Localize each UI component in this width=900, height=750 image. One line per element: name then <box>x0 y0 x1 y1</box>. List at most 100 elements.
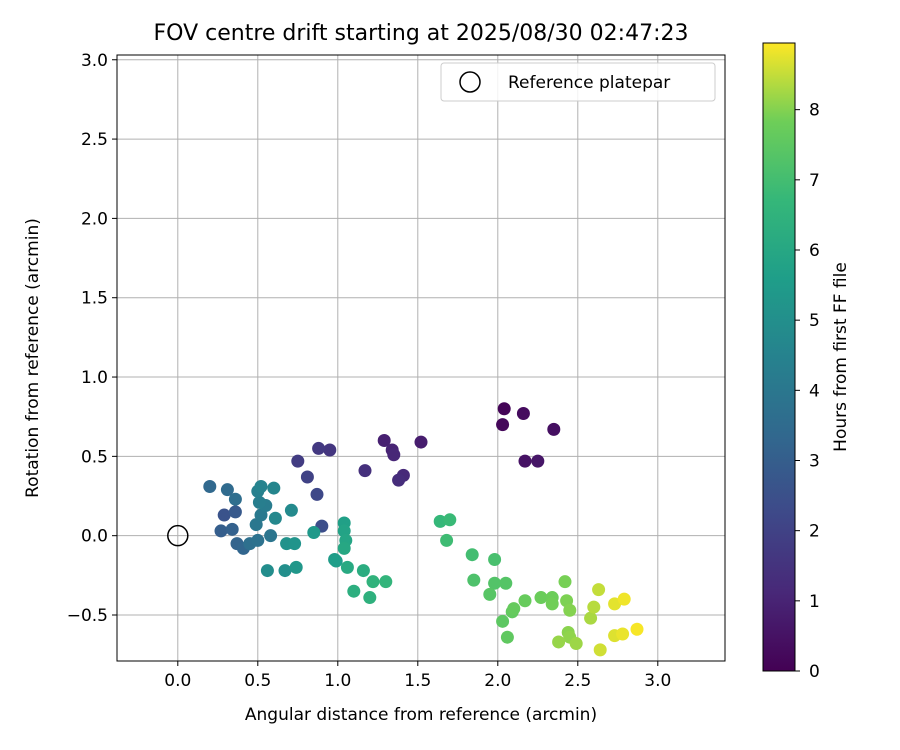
legend: Reference platepar <box>440 62 716 102</box>
data-point <box>496 418 510 432</box>
data-point <box>547 422 561 436</box>
y-tick-label: −0.5 <box>67 606 108 626</box>
data-point <box>347 584 361 598</box>
reference-marker <box>167 524 189 547</box>
plot-area <box>117 55 725 661</box>
data-point <box>377 433 391 447</box>
y-tick-label: 0.5 <box>81 447 108 467</box>
data-point <box>288 537 302 551</box>
legend-frame <box>440 62 716 102</box>
data-point <box>587 600 601 614</box>
y-tick-label: 0.0 <box>81 527 108 547</box>
data-point <box>433 514 447 528</box>
data-point <box>214 524 228 538</box>
x-tick-label: 0.5 <box>244 671 271 691</box>
reference-point <box>167 524 189 547</box>
x-tick-label: 1.0 <box>324 671 351 691</box>
data-point <box>593 643 607 657</box>
y-tick-label: 1.0 <box>81 368 108 388</box>
colorbar-ticks: 0 1 2 3 4 5 6 7 8 <box>795 101 820 682</box>
data-point <box>387 448 401 462</box>
data-point <box>563 603 577 617</box>
data-point <box>254 479 268 493</box>
data-point <box>268 511 282 525</box>
colorbar-tick-label: 7 <box>809 171 820 191</box>
colorbar-tick-label: 3 <box>809 451 820 471</box>
colorbar-tick-label: 2 <box>809 522 820 542</box>
y-tick-label: 3.0 <box>81 51 108 71</box>
data-point <box>291 454 305 468</box>
data-point <box>531 454 545 468</box>
data-point <box>323 443 337 457</box>
x-tick-label: 3.0 <box>644 671 671 691</box>
data-point <box>518 594 532 608</box>
y-axis-ticks: −0.5 0.0 0.5 1.0 1.5 2.0 2.5 3.0 <box>67 51 117 626</box>
data-point <box>440 533 454 547</box>
x-axis-ticks: 0.0 0.5 1.0 1.5 2.0 2.5 3.0 <box>164 661 671 691</box>
colorbar-tick-label: 6 <box>809 241 820 261</box>
y-tick-label: 1.5 <box>81 289 108 309</box>
x-tick-label: 1.5 <box>404 671 431 691</box>
data-point <box>228 505 242 519</box>
data-point <box>558 575 572 589</box>
data-point <box>307 526 321 540</box>
data-point <box>264 529 278 543</box>
data-point <box>284 503 298 517</box>
legend-reference-marker <box>459 71 481 93</box>
data-point <box>217 508 231 522</box>
colorbar-tick-label: 1 <box>809 592 820 612</box>
data-point <box>465 548 479 562</box>
data-point <box>584 611 598 625</box>
colorbar-tick-label: 8 <box>809 101 820 121</box>
data-point <box>443 513 457 527</box>
data-point <box>366 575 380 589</box>
data-point <box>337 541 351 555</box>
data-point <box>488 576 502 590</box>
x-tick-label: 2.0 <box>484 671 511 691</box>
data-point <box>392 473 406 487</box>
data-point <box>499 576 513 590</box>
data-point <box>203 479 217 493</box>
data-point <box>488 552 502 566</box>
data-point <box>289 560 303 574</box>
data-point <box>516 407 530 421</box>
data-point <box>608 597 622 611</box>
data-point <box>518 454 532 468</box>
colorbar-label: Hours from first FF file <box>831 262 851 452</box>
data-point <box>312 441 326 455</box>
data-point <box>507 602 521 616</box>
data-point <box>356 564 370 578</box>
colorbar <box>762 42 796 672</box>
data-point <box>220 483 234 497</box>
data-point <box>252 495 266 509</box>
data-point <box>545 597 559 611</box>
data-point <box>228 492 242 506</box>
data-point <box>483 587 497 601</box>
colorbar-tick-label: 0 <box>809 662 820 682</box>
data-point <box>500 630 514 644</box>
data-point <box>358 464 372 478</box>
data-point <box>616 627 630 641</box>
x-tick-label: 0.0 <box>164 671 191 691</box>
data-point <box>278 564 292 578</box>
data-point <box>267 481 281 495</box>
data-point <box>379 575 393 589</box>
data-point <box>467 573 481 587</box>
data-point <box>497 402 511 416</box>
data-point <box>310 487 324 501</box>
data-point <box>534 591 548 605</box>
data-point <box>496 614 510 628</box>
y-tick-label: 2.5 <box>81 130 108 150</box>
data-point <box>414 435 428 449</box>
plot-frame <box>116 54 726 662</box>
data-point <box>363 591 377 605</box>
colorbar-tick-label: 4 <box>809 381 820 401</box>
data-point <box>569 637 583 651</box>
y-axis-label: Rotation from reference (arcmin) <box>23 218 43 498</box>
y-tick-label: 2.0 <box>81 209 108 229</box>
colorbar-tick-label: 5 <box>809 311 820 331</box>
data-point <box>225 522 239 536</box>
data-point <box>617 592 631 606</box>
data-point <box>592 583 606 597</box>
